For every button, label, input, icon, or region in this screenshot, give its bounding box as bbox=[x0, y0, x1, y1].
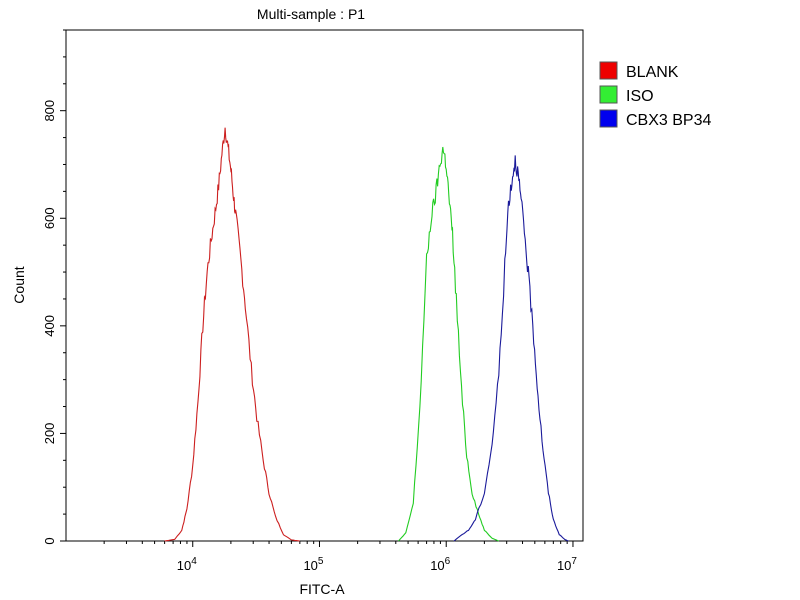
legend-swatch-blank bbox=[599, 61, 618, 80]
y-tick-label: 0 bbox=[42, 537, 57, 544]
legend-label-blank: BLANK bbox=[626, 64, 679, 81]
x-tick-label: 107 bbox=[557, 556, 577, 573]
y-tick-label: 200 bbox=[42, 423, 57, 445]
legend-label-cbx3-bp34: CBX3 BP34 bbox=[626, 112, 711, 129]
y-tick-label: 800 bbox=[42, 100, 57, 122]
legend: BLANK ISO CBX3 BP34 bbox=[599, 61, 711, 129]
plot-frame bbox=[65, 29, 584, 542]
legend-swatch-cbx3-bp34 bbox=[599, 109, 618, 128]
series-line-iso bbox=[398, 146, 499, 542]
y-tick-label: 600 bbox=[42, 207, 57, 229]
legend-label-iso: ISO bbox=[626, 88, 654, 105]
legend-swatch-iso bbox=[599, 85, 618, 104]
x-axis-title: FITC-A bbox=[299, 581, 345, 597]
x-tick-label: 104 bbox=[177, 556, 197, 573]
chart-title: Multi-sample : P1 bbox=[257, 6, 365, 22]
plot-area: 0 200 400 600 800 104 105 106 107 bbox=[42, 29, 584, 573]
x-tick-label: 105 bbox=[303, 556, 323, 573]
series-line-blank bbox=[164, 127, 300, 542]
series-line-cbx3-bp34 bbox=[453, 155, 569, 542]
y-tick-label: 400 bbox=[42, 315, 57, 337]
x-tick-label: 106 bbox=[430, 556, 450, 573]
y-axis-title: Count bbox=[11, 266, 27, 303]
